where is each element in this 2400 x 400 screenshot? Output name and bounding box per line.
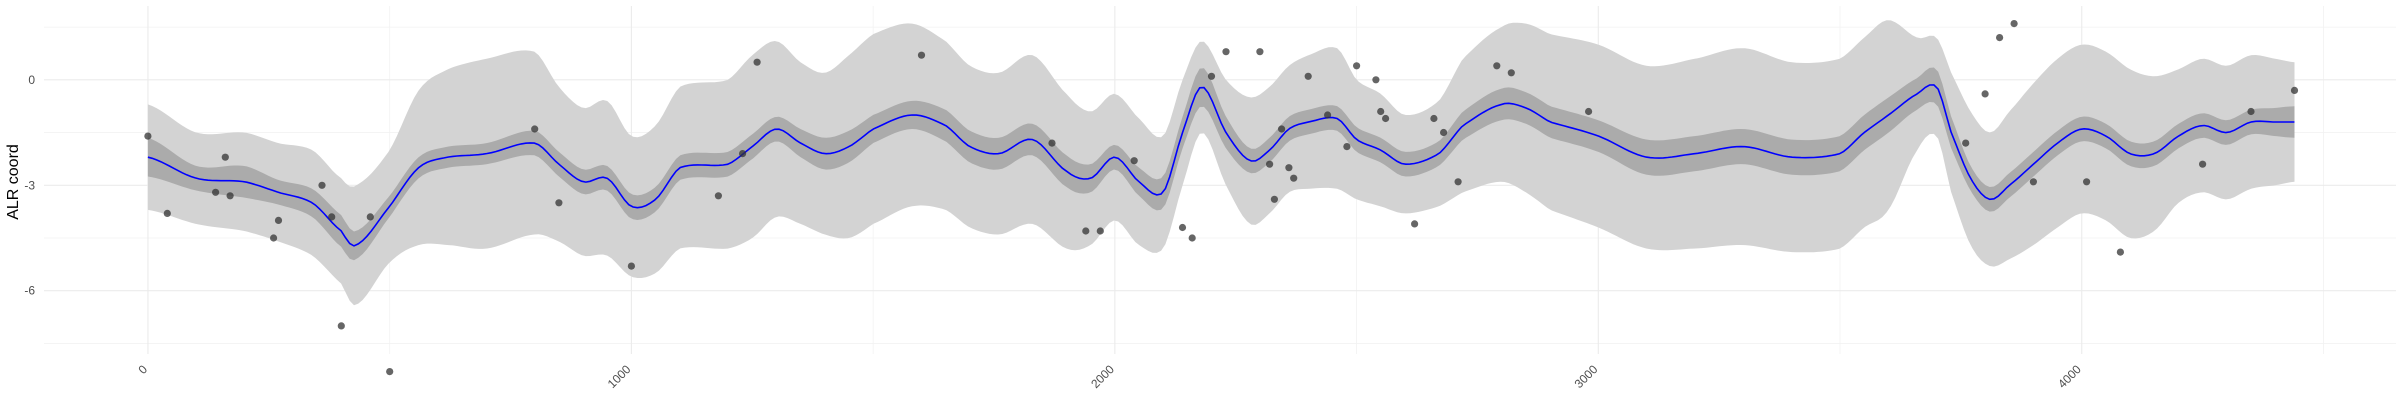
data-point	[1493, 62, 1501, 70]
data-point	[1048, 139, 1056, 147]
data-point	[2029, 178, 2037, 186]
data-point	[714, 192, 723, 200]
data-point	[1343, 143, 1351, 151]
y-tick-labels: 0 -3 -6	[24, 73, 35, 298]
data-point	[917, 51, 926, 59]
outer-confidence-band	[147, 20, 2295, 306]
smooth-trend-line	[147, 84, 2295, 247]
data-point	[1130, 157, 1138, 165]
data-point	[1353, 62, 1361, 70]
data-point	[1304, 72, 1312, 80]
data-point	[2116, 248, 2124, 256]
data-point	[221, 153, 229, 161]
data-point	[1222, 48, 1230, 56]
data-point	[1377, 107, 1385, 116]
data-point	[212, 188, 220, 196]
data-point	[1207, 72, 1216, 80]
data-point	[1270, 195, 1278, 203]
data-point	[1372, 76, 1380, 84]
data-point	[1585, 107, 1593, 116]
y-tick-label: 0	[28, 73, 35, 87]
data-point	[226, 192, 234, 200]
data-point	[366, 213, 374, 221]
data-point	[2083, 178, 2091, 186]
y-tick-label: -3	[24, 178, 35, 192]
data-point	[1440, 128, 1448, 137]
data-point	[1278, 125, 1286, 133]
data-point	[1178, 223, 1187, 232]
data-point	[274, 216, 283, 224]
data-point	[1507, 69, 1515, 77]
data-point	[1411, 220, 1419, 228]
data-point	[1266, 160, 1274, 168]
y-axis-title: ALR coord	[5, 144, 22, 220]
data-point	[1382, 114, 1390, 123]
data-point	[1096, 227, 1104, 235]
y-tick-label: -6	[24, 284, 35, 298]
data-point	[144, 132, 152, 140]
data-point	[531, 125, 539, 133]
data-point	[1188, 234, 1196, 242]
data-point	[1285, 164, 1293, 172]
data-point	[1981, 90, 1989, 98]
data-point	[1290, 174, 1298, 182]
data-point	[739, 150, 747, 158]
data-point	[1430, 114, 1438, 123]
data-point	[1962, 139, 1970, 147]
data-point	[386, 368, 394, 376]
data-point	[1324, 111, 1332, 119]
data-point	[627, 262, 636, 270]
data-point	[2247, 107, 2255, 116]
data-point	[1996, 34, 2004, 42]
data-point	[2290, 86, 2299, 94]
data-point	[328, 213, 336, 221]
data-point	[753, 58, 761, 66]
data-point	[1082, 227, 1090, 235]
data-point	[555, 199, 563, 207]
data-point	[270, 234, 278, 242]
data-point	[163, 209, 171, 217]
data-point	[1454, 178, 1462, 186]
data-point	[2010, 20, 2018, 28]
data-point	[318, 181, 326, 189]
data-point	[1256, 48, 1264, 56]
data-points	[144, 20, 2299, 376]
data-point	[337, 322, 345, 330]
data-point	[2199, 160, 2207, 168]
